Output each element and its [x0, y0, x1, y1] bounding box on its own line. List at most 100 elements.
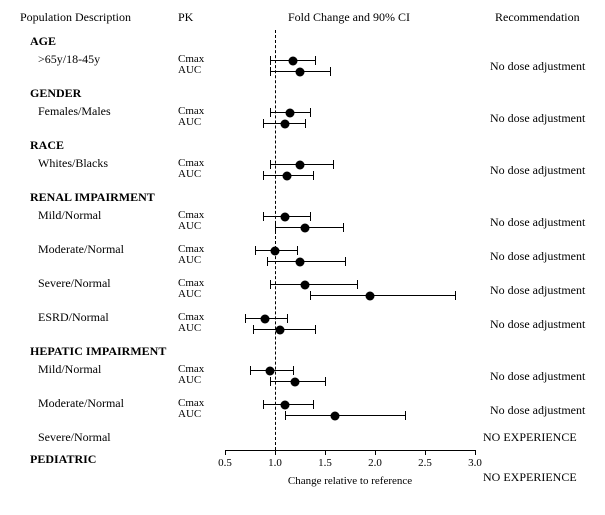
pk-auc-label: AUC	[178, 288, 201, 300]
x-tick-label: 2.5	[418, 457, 432, 469]
pk-auc-label: AUC	[178, 168, 201, 180]
plot-area: 0.51.01.52.02.53.0Change relative to ref…	[225, 30, 475, 470]
ci-line	[270, 284, 357, 285]
recommendation-label: NO EXPERIENCE	[483, 430, 577, 445]
x-axis-line	[225, 450, 475, 451]
ci-cap-hi	[405, 411, 406, 420]
comparison-label: Moderate/Normal	[38, 242, 124, 257]
x-tick	[425, 450, 426, 455]
ci-cap-lo	[250, 366, 251, 375]
x-tick-label: 1.0	[268, 457, 282, 469]
point-estimate	[296, 257, 305, 266]
point-estimate	[281, 212, 290, 221]
ci-cap-hi	[310, 108, 311, 117]
ci-cap-lo	[263, 212, 264, 221]
pk-auc-label: AUC	[178, 64, 201, 76]
recommendation-label: No dose adjustment	[490, 111, 585, 126]
ci-cap-hi	[315, 56, 316, 65]
reference-line	[275, 30, 276, 450]
recommendation-label: NO EXPERIENCE	[483, 470, 577, 485]
point-estimate	[266, 366, 275, 375]
ci-cap-hi	[310, 212, 311, 221]
point-estimate	[301, 280, 310, 289]
ci-line	[310, 295, 455, 296]
ci-cap-hi	[357, 280, 358, 289]
group-label: PEDIATRIC	[30, 452, 96, 467]
comparison-label: >65y/18-45y	[38, 52, 100, 67]
point-estimate	[281, 400, 290, 409]
point-estimate	[286, 108, 295, 117]
point-estimate	[331, 411, 340, 420]
group-label: AGE	[30, 34, 56, 49]
forest-plot-figure: Population Description PK Fold Change an…	[0, 0, 605, 515]
x-tick-label: 3.0	[468, 457, 482, 469]
x-tick	[275, 450, 276, 455]
point-estimate	[296, 67, 305, 76]
x-tick	[375, 450, 376, 455]
recommendation-label: No dose adjustment	[490, 163, 585, 178]
pk-auc-label: AUC	[178, 220, 201, 232]
point-estimate	[283, 171, 292, 180]
ci-cap-hi	[345, 257, 346, 266]
ci-cap-lo	[270, 108, 271, 117]
point-estimate	[296, 160, 305, 169]
point-estimate	[289, 56, 298, 65]
recommendation-label: No dose adjustment	[490, 317, 585, 332]
ci-cap-lo	[263, 400, 264, 409]
x-tick-label: 2.0	[368, 457, 382, 469]
ci-cap-lo	[285, 411, 286, 420]
pk-auc-label: AUC	[178, 408, 201, 420]
ci-cap-hi	[343, 223, 344, 232]
group-label: RENAL IMPAIRMENT	[30, 190, 155, 205]
comparison-label: Severe/Normal	[38, 430, 111, 445]
ci-cap-hi	[297, 246, 298, 255]
point-estimate	[366, 291, 375, 300]
x-tick	[325, 450, 326, 455]
point-estimate	[281, 119, 290, 128]
ci-cap-lo	[270, 67, 271, 76]
ci-cap-hi	[333, 160, 334, 169]
ci-cap-lo	[245, 314, 246, 323]
header-rec: Recommendation	[495, 10, 580, 25]
ci-cap-hi	[330, 67, 331, 76]
pk-auc-label: AUC	[178, 374, 201, 386]
recommendation-label: No dose adjustment	[490, 403, 585, 418]
ci-line	[285, 415, 405, 416]
ci-cap-hi	[315, 325, 316, 334]
group-label: RACE	[30, 138, 64, 153]
comparison-label: Mild/Normal	[38, 362, 101, 377]
x-tick	[475, 450, 476, 455]
group-label: GENDER	[30, 86, 81, 101]
ci-cap-hi	[325, 377, 326, 386]
x-tick-label: 1.5	[318, 457, 332, 469]
comparison-label: ESRD/Normal	[38, 310, 109, 325]
point-estimate	[276, 325, 285, 334]
ci-cap-hi	[293, 366, 294, 375]
x-tick-label: 0.5	[218, 457, 232, 469]
pk-auc-label: AUC	[178, 322, 201, 334]
comparison-label: Severe/Normal	[38, 276, 111, 291]
header-pk: PK	[178, 10, 193, 25]
x-tick	[225, 450, 226, 455]
recommendation-label: No dose adjustment	[490, 249, 585, 264]
ci-cap-lo	[263, 119, 264, 128]
pk-auc-label: AUC	[178, 254, 201, 266]
recommendation-label: No dose adjustment	[490, 369, 585, 384]
ci-cap-lo	[270, 56, 271, 65]
ci-cap-lo	[255, 246, 256, 255]
ci-cap-hi	[313, 171, 314, 180]
comparison-label: Mild/Normal	[38, 208, 101, 223]
ci-cap-lo	[267, 257, 268, 266]
comparison-label: Whites/Blacks	[38, 156, 108, 171]
ci-cap-lo	[270, 160, 271, 169]
pk-auc-label: AUC	[178, 116, 201, 128]
x-axis-title: Change relative to reference	[288, 475, 412, 487]
point-estimate	[291, 377, 300, 386]
column-headers: Population Description PK Fold Change an…	[0, 10, 605, 30]
ci-cap-lo	[270, 377, 271, 386]
recommendation-label: No dose adjustment	[490, 215, 585, 230]
ci-cap-lo	[253, 325, 254, 334]
group-label: HEPATIC IMPAIRMENT	[30, 344, 166, 359]
ci-cap-hi	[455, 291, 456, 300]
ci-cap-hi	[287, 314, 288, 323]
